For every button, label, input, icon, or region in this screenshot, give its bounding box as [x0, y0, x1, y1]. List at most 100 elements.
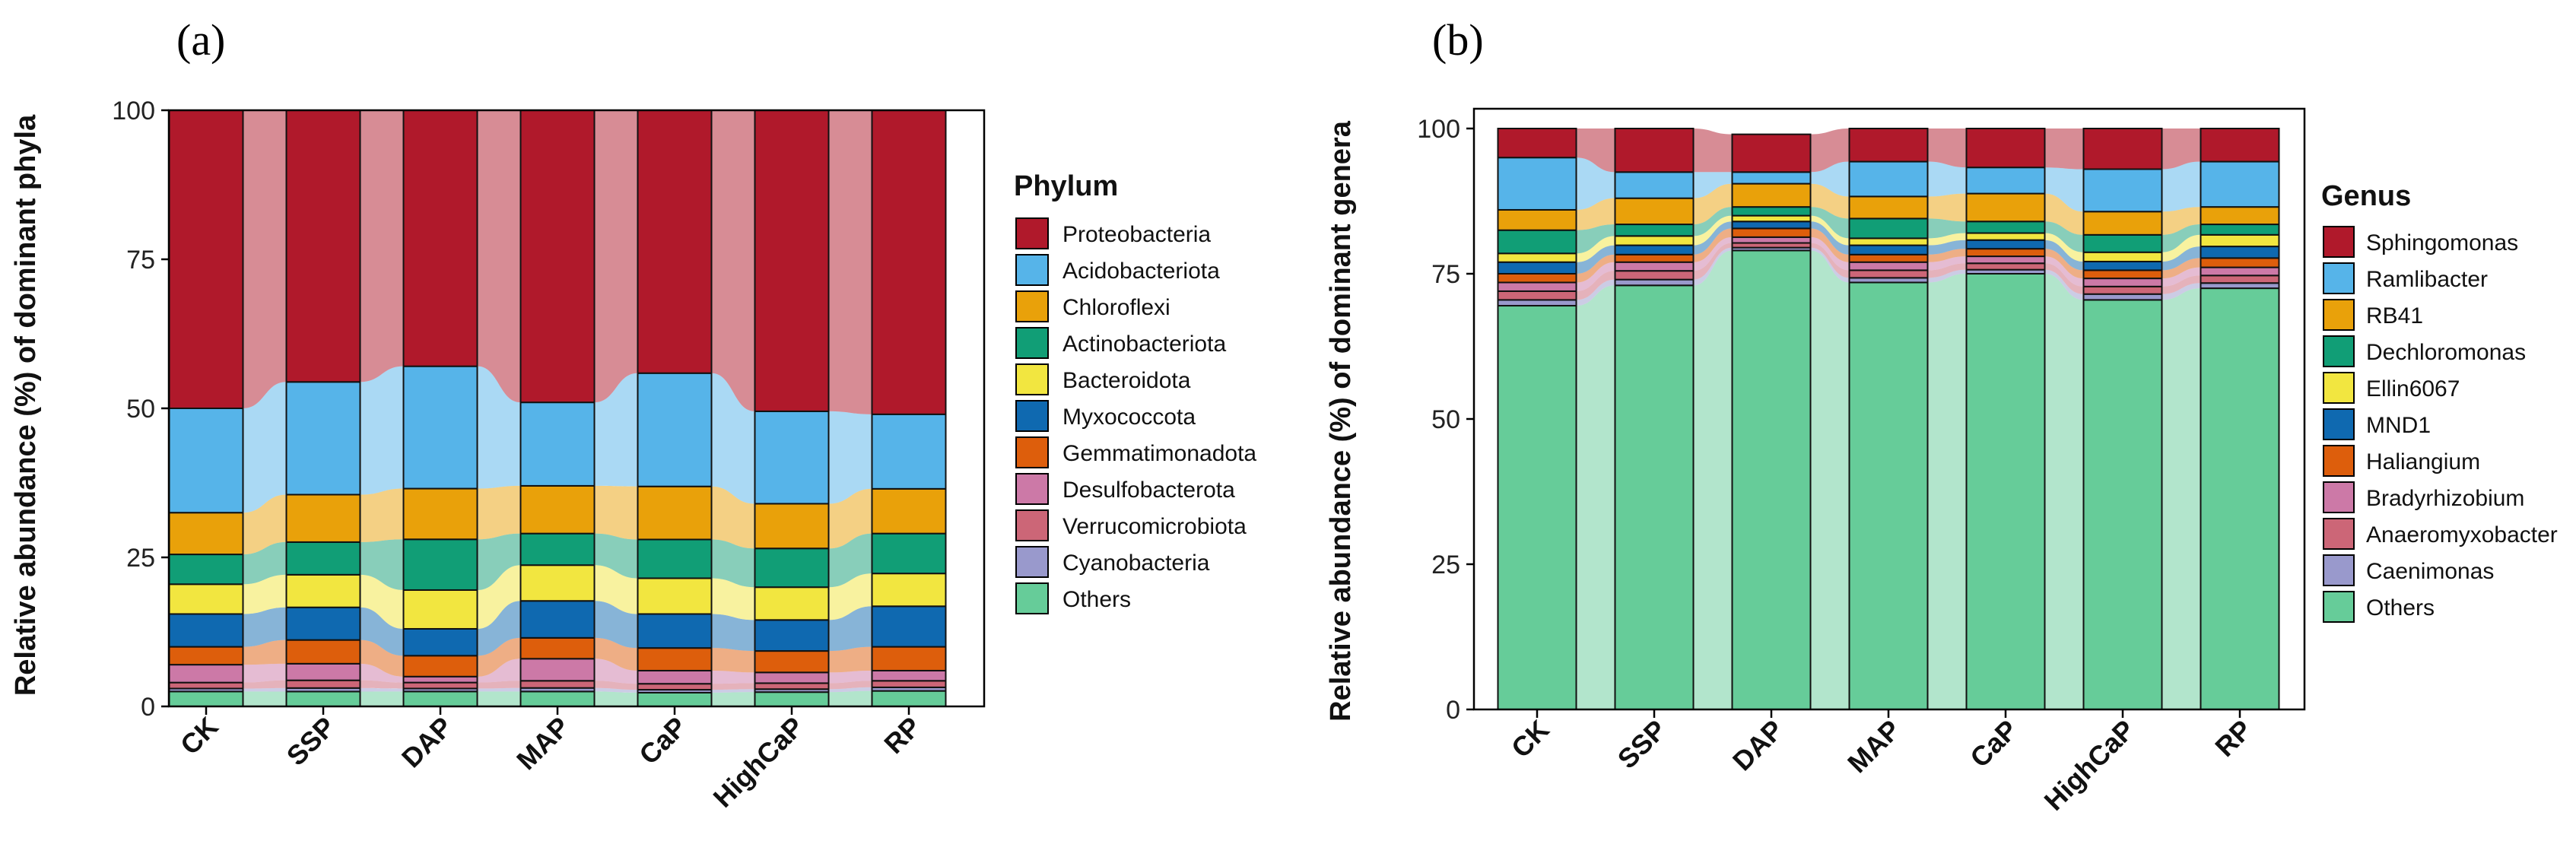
bar-segment-cap-anaeromyxobacter — [1965, 262, 2046, 271]
x-tick-label: DAP — [1726, 714, 1790, 777]
bar-segment-ssp-bacteroidota — [285, 573, 361, 608]
bar-segment-cap-chloroflexi — [637, 485, 713, 541]
bar-segment-map-others — [1848, 281, 1929, 710]
bar-segment-highcap-sphingomonas — [2082, 128, 2163, 170]
ribbon-ramlibacter — [2044, 167, 2084, 212]
ribbon-myxococcota — [828, 606, 872, 652]
bar-segment-cap-haliangium — [1965, 248, 2046, 258]
bar-segment-ssp-dechloromonas — [1614, 224, 1695, 237]
ribbon-rb41 — [1576, 198, 1615, 230]
panel-a-x-ticks: CK SSP DAP MAP CaP HighCaP RP — [174, 706, 927, 814]
bar-segment-dap-bacteroidota — [402, 589, 478, 630]
bar-segment-dap-sphingomonas — [1731, 133, 1812, 173]
ribbon-desulfobacterota — [828, 670, 872, 684]
bar-segment-dap-haliangium — [1731, 227, 1812, 238]
legend-swatch — [2323, 226, 2355, 258]
ribbon-anaeromyxobacter — [1693, 243, 1733, 280]
ribbon-caenimonas — [1576, 279, 1615, 306]
legend-label: Acidobacteriota — [1062, 259, 1220, 284]
ribbon-dechloromonas — [1810, 207, 1850, 239]
bar-segment-dap-desulfobacterota — [402, 675, 478, 684]
y-tick-label: 0 — [141, 693, 155, 722]
ribbon-ramlibacter — [2161, 161, 2201, 212]
bar-segment-dap-myxococcota — [402, 627, 478, 657]
bar-segment-highcap-proteobacteria — [754, 109, 830, 412]
ribbon-ellin6067 — [1576, 236, 1615, 262]
legend-label: Caenimonas — [2366, 559, 2494, 584]
bar-segment-dap-mnd1 — [1731, 221, 1812, 230]
bar-segment-ssp-bradyrhizobium — [1614, 261, 1695, 272]
ribbon-mnd1 — [1810, 221, 1850, 255]
ribbon-chloroflexi — [243, 494, 287, 555]
ribbon-rb41 — [1927, 193, 1967, 222]
ribbon-myxococcota — [243, 607, 287, 647]
bar-segment-ssp-sphingomonas — [1614, 128, 1695, 173]
bar-segment-dap-rb41 — [1731, 182, 1812, 208]
legend-label: Ramlibacter — [2366, 267, 2488, 292]
legend-swatch — [2323, 554, 2355, 586]
panel-b-bars — [1497, 128, 2280, 711]
ribbon-bradyrhizobium — [1810, 236, 1850, 271]
bar-segment-rp-rb41 — [2200, 206, 2280, 226]
x-tick-label: MAP — [510, 711, 576, 776]
x-tick-label: HighCaP — [2038, 714, 2141, 817]
ribbon-caenimonas — [2044, 269, 2084, 300]
legend-swatch — [2323, 335, 2355, 367]
legend-label: Ellin6067 — [2366, 376, 2460, 401]
bar-segment-highcap-haliangium — [2082, 269, 2163, 280]
ribbon-acidobacteriota — [711, 373, 755, 504]
legend-swatch — [1015, 509, 1049, 541]
bar-segment-highcap-desulfobacterota — [754, 671, 830, 684]
bar-segment-ck-verrucomicrobiota — [168, 681, 244, 690]
bar-segment-map-rb41 — [1848, 195, 1929, 220]
ribbon-actinobacteriota — [828, 533, 872, 588]
ribbon-rb41 — [2044, 193, 2084, 235]
legend-title: Genus — [2321, 180, 2411, 212]
bar-segment-dap-dechloromonas — [1731, 206, 1812, 217]
bar-segment-rp-gemmatimonadota — [871, 646, 947, 671]
y-tick-label: 100 — [112, 97, 155, 125]
ribbon-myxococcota — [594, 601, 638, 649]
bar-segment-ck-acidobacteriota — [168, 408, 244, 514]
ribbon-anaeromyxobacter — [2161, 275, 2201, 294]
ribbon-others — [1576, 285, 1615, 709]
ribbon-proteobacteria — [360, 110, 404, 382]
y-tick-label: 25 — [1431, 551, 1460, 579]
ribbon-cyanobacteria — [711, 689, 755, 693]
bar-segment-highcap-anaeromyxobacter — [2082, 285, 2163, 295]
legend-label: Anaeromyxobacter — [2366, 522, 2558, 547]
bar-segment-highcap-chloroflexi — [754, 503, 830, 550]
bar-segment-highcap-bacteroidota — [754, 586, 830, 621]
bar-segment-cap-acidobacteriota — [637, 372, 713, 487]
bar-segment-cap-dechloromonas — [1965, 221, 2046, 234]
bar-segment-ck-proteobacteria — [168, 109, 244, 409]
bar-segment-ssp-gemmatimonadota — [285, 639, 361, 665]
legend-items: Proteobacteria Acidobacteriota Chlorofle… — [1015, 217, 1256, 614]
ribbon-ellin6067 — [1810, 215, 1850, 246]
bar-segment-map-anaeromyxobacter — [1848, 269, 1929, 279]
panel-a-y-ticks: 0 25 50 75 100 — [112, 97, 169, 722]
ribbon-mnd1 — [1927, 240, 1967, 255]
ribbon-mnd1 — [2161, 246, 2201, 271]
legend-label: Gemmatimonadota — [1062, 441, 1256, 466]
bar-segment-ck-bacteroidota — [168, 583, 244, 615]
ribbon-gemmatimonadota — [243, 639, 287, 665]
ribbon-actinobacteriota — [477, 533, 521, 590]
ribbon-desulfobacterota — [711, 670, 755, 684]
legend-label: RB41 — [2366, 303, 2423, 328]
ribbon-caenimonas — [1693, 247, 1733, 286]
ribbon-desulfobacterota — [477, 659, 521, 683]
bar-segment-cap-rb41 — [1965, 192, 2046, 223]
ribbon-sphingomonas — [2044, 129, 2084, 170]
bar-segment-dap-proteobacteria — [402, 109, 478, 367]
ribbon-anaeromyxobacter — [1927, 263, 1967, 278]
bar-segment-map-bradyrhizobium — [1848, 261, 1929, 271]
ribbon-cyanobacteria — [477, 687, 521, 692]
panel-a-ribbons — [243, 110, 872, 706]
bar-segment-rp-dechloromonas — [2200, 224, 2280, 236]
legend-label: Actinobacteriota — [1062, 332, 1226, 357]
bar-segment-map-verrucomicrobiota — [519, 680, 596, 689]
ribbon-rb41 — [2161, 207, 2201, 235]
ribbon-caenimonas — [1927, 269, 1967, 283]
ribbon-gemmatimonadota — [477, 637, 521, 677]
